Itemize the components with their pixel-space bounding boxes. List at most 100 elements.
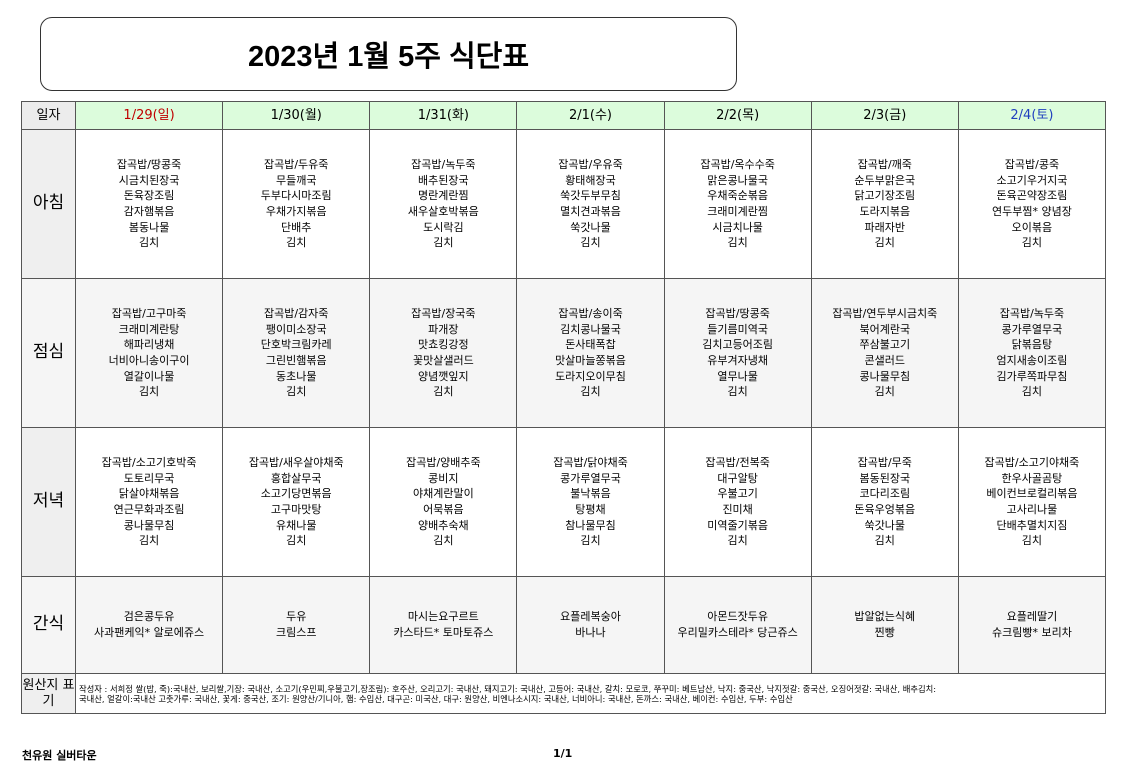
menu-cell: 아몬드잣두유 우리밀카스테라* 당근쥬스	[663, 576, 812, 674]
menu-item: 잡곡밥/녹두죽	[411, 158, 476, 172]
menu-item: 검은콩두유	[123, 610, 175, 624]
footer-organization: 천유원 실버타운	[22, 749, 97, 762]
menu-item: 김가루쪽파무침	[996, 369, 1068, 383]
menu-cell: 잡곡밥/감자죽 팽이미소장국 단호박크림카레 그린빈햄볶음 동초나물 김치	[222, 278, 371, 428]
menu-item: 카스타드* 토마토쥬스	[393, 626, 494, 639]
menu-item: 열갈이나물	[123, 369, 175, 383]
menu-item: 잡곡밥/전복죽	[705, 456, 770, 470]
menu-item: 해파리냉채	[123, 338, 175, 352]
menu-cell: 요플레복숭아 바나나	[516, 576, 665, 674]
origin-label: 원산지 표기	[21, 673, 76, 714]
menu-item: 소고기우거지국	[996, 173, 1068, 187]
menu-item: 야채계란말이	[412, 487, 474, 501]
menu-cell: 두유 크림스프	[222, 576, 371, 674]
menu-cell: 잡곡밥/새우살야채죽 홍합살무국 소고기당면볶음 고구마맛탕 유채나물 김치	[222, 427, 371, 577]
menu-item: 고사리나물	[1006, 503, 1058, 516]
menu-cell: 마시는요구르트 카스타드* 토마토쥬스	[369, 576, 518, 674]
menu-item: 봄동나물	[128, 220, 170, 234]
menu-item: 잡곡밥/콩죽	[1004, 158, 1060, 172]
menu-item: 순두부맑은국	[854, 173, 916, 187]
menu-item: 진미채	[722, 503, 753, 516]
menu-item: 잡곡밥/두유죽	[263, 158, 329, 172]
menu-item: 맛쵸킹강정	[418, 338, 469, 352]
menu-item: 김치	[1021, 385, 1043, 399]
menu-cell: 잡곡밥/땅콩죽 들기름미역국 김치고등어조림 유부겨자냉채 열무나물 김치	[663, 278, 812, 428]
meal-label: 아침	[21, 129, 76, 279]
menu-item: 콩가루열무국	[560, 471, 621, 485]
menu-item: 크림스프	[275, 626, 317, 639]
menu-item: 미역줄기볶음	[707, 518, 768, 532]
menu-item: 들기름미역국	[707, 322, 768, 336]
menu-cell: 잡곡밥/고구마죽 크래미계란탕 해파리냉채 너비아니송이구이 열갈이나물 김치	[74, 278, 224, 428]
menu-item: 쑥갓나물	[864, 518, 906, 532]
day-header: 2/1(수)	[516, 101, 665, 130]
meal-row-breakfast: 아침 잡곡밥/땅콩죽 시금치된장국 돈육장조림 감자햄볶음 봄동나물 김치 잡곡밥/두유죽 무들…	[21, 129, 1107, 279]
page-title: 2023년 1월 5주 식단표	[247, 41, 530, 73]
header-row: 일자 1/29(일) 1/30(월) 1/31(화) 2/1(수) 2/2(목) 2/3(…	[21, 101, 1107, 130]
meal-row-snack: 간식 검은콩두유 사과팬케익* 알로에쥬스 두유 크림스프 마시는요구르트 카스타드* 토마…	[21, 576, 1107, 674]
menu-item: 명란계란찜	[418, 189, 469, 203]
menu-item: 김치	[1021, 534, 1043, 548]
menu-item: 잡곡밥/우유죽	[558, 158, 623, 172]
menu-item: 요플레딸기	[1006, 610, 1058, 624]
menu-item: 연근무화과조림	[113, 503, 185, 516]
menu-item: 바나나	[575, 626, 606, 639]
menu-item: 우채가지볶음	[265, 205, 327, 218]
page-number: 1/1	[553, 747, 573, 760]
menu-item: 잡곡밥/소고기야채죽	[984, 456, 1080, 470]
menu-cell: 잡곡밥/두유죽 무들깨국 두부다시마조림 우채가지볶음 단배추 김치	[222, 129, 371, 279]
menu-item: 그린빈햄볶음	[265, 354, 327, 367]
menu-cell: 잡곡밥/장국죽 파개장 맛쵸킹강정 꽃맛살샐러드 양념깻잎지 김치	[369, 278, 518, 428]
title-box: 2023년 1월 5주 식단표	[40, 17, 737, 91]
menu-item: 어묵볶음	[423, 503, 464, 516]
menu-item: 팽이미소장국	[265, 322, 327, 336]
menu-item: 도라지오이무침	[555, 369, 626, 383]
menu-item: 김치고등어조림	[702, 338, 774, 352]
menu-item: 우불고기	[717, 487, 758, 501]
meal-row-dinner: 저녁 잡곡밥/소고기호박죽 도토리무국 닭살야채볶음 연근무화과조림 콩나물무침 김치 잡곡밥…	[21, 427, 1107, 577]
menu-item: 양배추숙채	[418, 518, 469, 532]
menu-item: 김치	[727, 236, 748, 250]
date-header-label: 일자	[21, 101, 76, 130]
menu-item: 김치	[138, 236, 160, 250]
day-header: 1/29(일)	[74, 101, 224, 130]
menu-cell: 잡곡밥/녹두죽 배추된장국 명란계란찜 새우살호박볶음 도시락김 김치	[369, 129, 518, 279]
menu-item: 김치	[727, 385, 748, 399]
menu-item: 잡곡밥/송이죽	[558, 307, 623, 321]
day-header: 1/31(화)	[369, 101, 518, 130]
menu-item: 김치	[138, 385, 160, 399]
menu-item: 슈크림빵* 보리차	[992, 626, 1072, 639]
menu-item: 잡곡밥/고구마죽	[111, 307, 187, 321]
menu-item: 김치	[580, 534, 601, 548]
menu-item: 시금치나물	[712, 220, 763, 234]
menu-item: 황태해장국	[565, 173, 616, 187]
meal-label: 저녁	[21, 427, 76, 577]
menu-item: 돈육장조림	[123, 189, 175, 203]
menu-item: 잡곡밥/장국죽	[411, 307, 476, 321]
day-header: 2/2(목)	[663, 101, 812, 130]
menu-item: 열무나물	[717, 369, 758, 383]
menu-item: 쑥갓두부무침	[560, 189, 621, 203]
menu-item: 콩비지	[428, 471, 459, 485]
menu-item: 연두부찜* 양념장	[992, 205, 1072, 218]
menu-item: 닭살야채볶음	[118, 487, 180, 501]
menu-item: 고구마맛탕	[270, 503, 322, 516]
menu-item: 꽃맛살샐러드	[412, 354, 474, 367]
menu-item: 새우살호박볶음	[407, 205, 479, 218]
menu-item: 김치	[580, 385, 601, 399]
day-header: 2/3(금)	[810, 101, 959, 130]
menu-item: 잡곡밥/닭야채죽	[553, 456, 628, 470]
day-header: 1/30(월)	[222, 101, 371, 130]
menu-item: 밥알없는식혜	[854, 610, 916, 624]
menu-item: 잡곡밥/땅콩죽	[705, 307, 770, 321]
menu-cell: 잡곡밥/깨죽 순두부맑은국 닭고기장조림 도라지볶음 파래자반 김치	[810, 129, 959, 279]
origin-line: 국내산, 얼갈이:국내산 고춧가루: 국내산, 꽃게: 중국산, 조기: 원양산…	[79, 693, 793, 704]
menu-item: 참나물무침	[565, 518, 616, 532]
meal-label: 간식	[21, 576, 76, 674]
menu-item: 잡곡밥/양배추죽	[406, 456, 481, 470]
menu-cell: 검은콩두유 사과팬케익* 알로에쥬스	[74, 576, 224, 674]
menu-item: 불낙볶음	[570, 487, 611, 501]
day-header: 2/4(토)	[957, 101, 1107, 130]
menu-item: 김치	[286, 534, 307, 548]
menu-item: 김치	[1021, 236, 1043, 250]
